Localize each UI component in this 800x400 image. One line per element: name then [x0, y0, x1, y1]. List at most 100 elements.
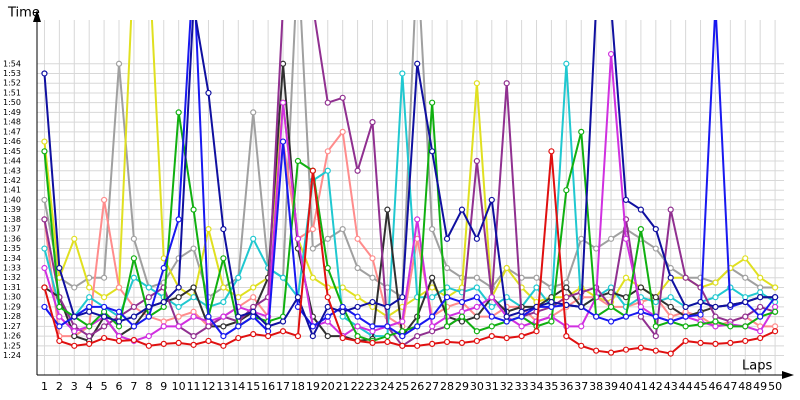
lap-marker — [473, 274, 480, 281]
lap-marker — [578, 323, 585, 330]
lap-marker — [652, 226, 659, 233]
lap-marker — [742, 323, 749, 330]
lap-marker — [220, 323, 227, 330]
lap-marker — [354, 294, 361, 301]
lap-marker — [682, 323, 689, 330]
lap-marker — [384, 206, 391, 213]
lap-marker — [190, 206, 197, 213]
lap-marker — [191, 3, 196, 8]
x-tick-label: 42 — [649, 380, 663, 393]
y-tick-label: 1:24 — [3, 351, 21, 360]
lap-marker — [652, 294, 659, 301]
lap-marker — [712, 340, 719, 347]
x-tick-label: 26 — [410, 380, 424, 393]
lap-marker — [100, 274, 108, 281]
lap-marker — [637, 226, 644, 233]
lap-marker — [458, 308, 466, 315]
lap-marker — [727, 323, 734, 330]
x-tick-label: 36 — [559, 380, 573, 393]
lap-marker — [458, 206, 466, 213]
lap-marker — [563, 332, 570, 340]
x-tick-label: 10 — [172, 380, 186, 393]
lap-marker — [279, 60, 287, 67]
lap-marker — [339, 128, 346, 135]
lap-marker — [473, 303, 480, 311]
lap-marker — [458, 318, 466, 325]
lap-marker — [250, 235, 257, 242]
y-tick-label: 1:35 — [3, 244, 21, 253]
lap-marker — [354, 313, 361, 320]
lap-marker — [279, 274, 287, 281]
lap-marker — [593, 245, 600, 252]
lap-marker — [279, 138, 287, 145]
lap-marker — [86, 308, 93, 315]
lap-marker — [712, 303, 719, 311]
lap-marker — [399, 332, 406, 340]
lap-marker — [578, 128, 585, 135]
x-tick-label: 25 — [395, 380, 409, 393]
lap-marker — [250, 294, 257, 301]
lap-marker — [488, 332, 495, 340]
lap-marker — [399, 294, 406, 301]
lap-marker — [281, 3, 286, 8]
lap-marker — [548, 303, 555, 311]
lap-marker — [563, 294, 570, 301]
lap-marker — [190, 313, 197, 320]
x-tick-label: 35 — [544, 380, 558, 393]
lap-marker — [637, 344, 644, 351]
lap-marker — [41, 148, 48, 155]
lap-marker — [414, 216, 421, 223]
lap-marker — [607, 303, 615, 311]
lap-marker — [369, 328, 376, 335]
lap-marker — [354, 303, 361, 311]
lap-marker — [667, 294, 674, 301]
lap-marker — [294, 235, 302, 242]
lap-marker — [220, 313, 227, 320]
lap-marker — [175, 284, 182, 291]
lap-marker — [220, 255, 227, 262]
lap-marker — [652, 298, 659, 306]
lap-marker — [145, 294, 152, 301]
x-tick-label: 31 — [485, 380, 499, 393]
lap-marker — [742, 274, 749, 281]
lap-marker — [71, 342, 78, 349]
lap-marker — [265, 332, 272, 340]
lap-marker — [742, 294, 749, 301]
lap-marker — [488, 294, 495, 301]
series-line — [43, 102, 776, 343]
lap-marker — [369, 298, 376, 306]
lap-marker — [607, 50, 615, 58]
lap-marker — [742, 337, 749, 345]
lap-marker — [175, 294, 182, 301]
lap-marker — [130, 313, 138, 320]
lap-marker — [71, 332, 78, 340]
y-tick-label: 1:29 — [3, 302, 21, 311]
lap-marker — [250, 303, 257, 311]
lap-marker — [757, 284, 764, 291]
lap-marker — [369, 303, 376, 311]
lap-marker — [190, 284, 197, 291]
lap-marker — [682, 308, 689, 315]
x-tick-label: 40 — [619, 380, 633, 393]
y-tick-label: 1:50 — [3, 98, 21, 107]
lap-marker — [86, 294, 93, 301]
lap-marker — [682, 274, 689, 281]
lap-marker — [130, 274, 138, 281]
y-tick-label: 1:27 — [3, 322, 21, 331]
lap-marker — [205, 89, 212, 97]
lap-marker — [339, 303, 346, 311]
lap-marker — [429, 328, 436, 335]
lap-marker — [175, 323, 182, 330]
lap-marker — [235, 323, 242, 330]
lap-marker — [429, 148, 436, 155]
lap-marker — [71, 328, 78, 335]
lap-marker — [533, 274, 540, 281]
lap-marker — [369, 323, 376, 330]
lap-marker — [324, 294, 331, 301]
lap-marker — [56, 264, 63, 272]
lap-marker — [742, 255, 749, 262]
lap-marker — [503, 318, 510, 325]
lap-marker — [324, 318, 331, 325]
lap-marker — [473, 294, 480, 301]
lap-marker — [100, 334, 108, 342]
